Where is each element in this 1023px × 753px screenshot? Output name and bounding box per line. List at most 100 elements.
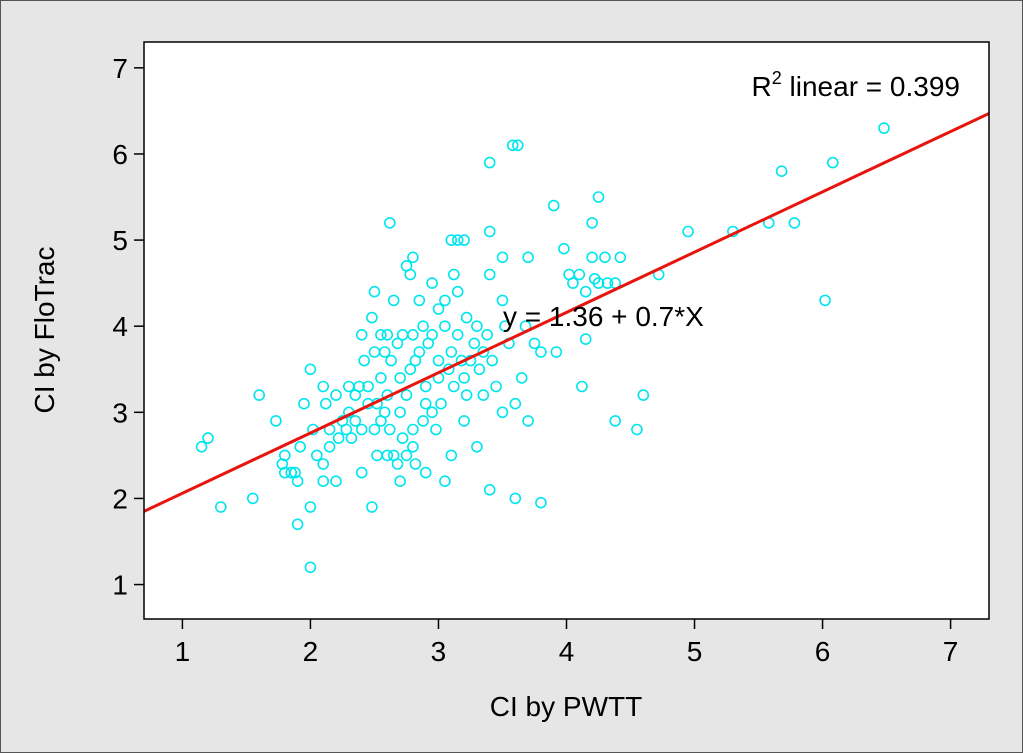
y-tick-label: 5 xyxy=(112,225,128,256)
data-point xyxy=(511,139,524,152)
data-point xyxy=(304,363,317,376)
x-axis: 1 2 3 4 5 6 7 xyxy=(175,619,959,667)
data-point xyxy=(304,501,317,513)
data-point xyxy=(451,285,464,298)
data-point xyxy=(394,475,406,488)
data-point xyxy=(366,501,378,513)
data-point xyxy=(483,156,496,169)
data-point xyxy=(592,277,605,289)
data-point xyxy=(270,415,282,427)
data-point xyxy=(471,440,483,453)
data-point xyxy=(460,389,473,401)
data-point xyxy=(528,337,541,350)
data-point xyxy=(413,294,426,307)
y-tick-label: 2 xyxy=(112,483,128,514)
data-point xyxy=(413,346,426,358)
data-point xyxy=(631,423,643,436)
data-point xyxy=(447,380,460,393)
data-point xyxy=(419,397,432,410)
data-point xyxy=(330,475,342,488)
data-point xyxy=(317,458,330,470)
data-point xyxy=(407,328,419,341)
data-point xyxy=(819,294,831,307)
data-point xyxy=(345,432,358,444)
data-point xyxy=(304,561,317,574)
data-point xyxy=(417,415,429,427)
data-point xyxy=(506,139,519,152)
data-point xyxy=(439,320,451,333)
r-squared-annotation: R2 linear = 0.399 xyxy=(752,68,961,102)
data-point xyxy=(419,466,432,479)
data-point xyxy=(878,122,890,134)
data-point xyxy=(310,449,323,462)
y-tick-label: 6 xyxy=(112,139,128,170)
data-point xyxy=(407,251,419,264)
data-point xyxy=(368,285,381,298)
y-tick-label: 7 xyxy=(112,53,128,84)
data-point xyxy=(451,234,464,246)
data-point xyxy=(400,449,413,462)
data-point xyxy=(468,337,481,350)
data-point xyxy=(535,496,547,509)
data-point xyxy=(483,225,496,238)
x-tick-label: 5 xyxy=(687,636,703,667)
x-tick-label: 1 xyxy=(175,636,191,667)
data-point xyxy=(637,389,650,401)
data-point xyxy=(586,217,598,229)
data-point xyxy=(609,415,622,427)
data-point xyxy=(460,311,473,324)
data-point xyxy=(291,518,304,531)
data-point xyxy=(788,217,801,229)
data-point xyxy=(432,303,445,315)
data-point xyxy=(353,380,365,393)
data-point xyxy=(509,397,522,410)
data-point xyxy=(378,346,391,358)
data-point xyxy=(439,294,451,307)
data-point xyxy=(330,389,342,401)
data-point xyxy=(317,475,330,488)
data-point xyxy=(601,277,614,289)
x-tick-label: 7 xyxy=(943,636,959,667)
data-point xyxy=(473,363,486,376)
data-point xyxy=(355,328,368,341)
regression-line xyxy=(143,112,990,513)
data-point xyxy=(550,346,563,358)
data-point xyxy=(447,268,460,281)
data-point xyxy=(547,199,560,212)
data-point xyxy=(426,406,438,419)
data-point xyxy=(522,415,534,427)
data-point xyxy=(317,380,330,393)
data-point xyxy=(396,432,409,444)
data-point xyxy=(471,320,483,333)
data-point xyxy=(355,423,368,436)
data-point xyxy=(404,363,417,376)
data-point xyxy=(458,372,470,384)
data-point xyxy=(682,225,694,238)
x-tick-label: 6 xyxy=(815,636,831,667)
data-point xyxy=(426,328,438,341)
data-point xyxy=(378,406,391,419)
data-point xyxy=(278,449,291,462)
data-point xyxy=(481,328,493,341)
data-point xyxy=(599,251,611,264)
data-point xyxy=(586,251,598,264)
data-point xyxy=(385,354,397,367)
data-point xyxy=(368,423,381,436)
data-point xyxy=(579,333,592,345)
r-squared-symbol: R xyxy=(752,71,772,102)
data-point xyxy=(592,191,605,203)
data-point xyxy=(387,294,400,307)
data-point xyxy=(298,397,310,410)
data-point xyxy=(394,406,406,419)
data-point xyxy=(358,354,371,367)
data-point xyxy=(340,423,353,436)
data-point xyxy=(483,483,496,496)
data-point xyxy=(614,251,627,264)
y-tick-label: 1 xyxy=(112,570,128,601)
data-point xyxy=(381,328,394,341)
data-point xyxy=(483,268,496,281)
data-point xyxy=(383,423,396,436)
data-point xyxy=(391,458,404,470)
data-point xyxy=(458,415,470,427)
